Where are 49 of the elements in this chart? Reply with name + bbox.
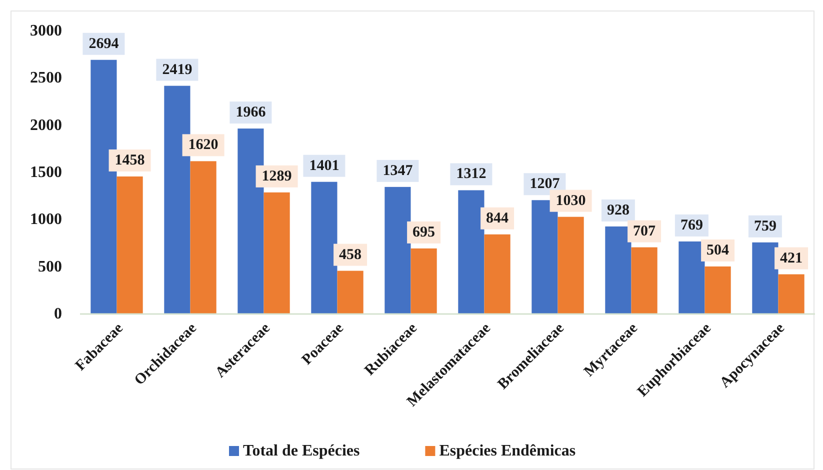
- y-tick-label: 1000: [30, 211, 62, 228]
- bar: [678, 241, 705, 314]
- y-tick-label: 2000: [30, 116, 62, 134]
- data-label: 1620: [188, 137, 218, 154]
- data-label: 2694: [88, 36, 120, 52]
- y-tick-label: 0: [54, 306, 62, 322]
- data-label: 1289: [262, 168, 292, 184]
- data-label: 928: [606, 202, 630, 218]
- data-label: 844: [486, 210, 510, 226]
- data-label: 504: [706, 242, 730, 258]
- bar: [384, 186, 411, 314]
- data-label: 1458: [114, 152, 145, 168]
- bar: [337, 270, 364, 314]
- data-label: 707: [633, 223, 656, 240]
- data-label: 1312: [456, 166, 486, 182]
- y-tick-label: 1500: [30, 164, 62, 181]
- data-label: 759: [754, 218, 776, 234]
- bar: [116, 176, 143, 314]
- data-label: 1347: [382, 162, 414, 179]
- y-tick-label: 500: [38, 258, 62, 276]
- data-label: 1966: [236, 104, 266, 121]
- bar: [558, 216, 584, 314]
- data-label: 421: [780, 250, 803, 266]
- data-label: 1207: [530, 176, 560, 192]
- y-tick-label: 3000: [30, 22, 62, 40]
- bar: [458, 190, 484, 314]
- bar: [484, 234, 510, 314]
- data-label: 458: [339, 246, 362, 263]
- data-label: 1401: [309, 158, 340, 174]
- bar: [532, 200, 558, 314]
- bar: [190, 161, 216, 314]
- data-label: 1030: [556, 192, 586, 209]
- legend-label: Espécies Endêmicas: [439, 442, 576, 460]
- data-label: 695: [412, 224, 436, 240]
- data-label: 769: [680, 217, 703, 234]
- bar: [311, 182, 338, 314]
- bar: [704, 266, 731, 314]
- bar: [752, 242, 778, 314]
- bar: [238, 128, 264, 314]
- bar: [631, 247, 658, 314]
- bar: [778, 274, 804, 314]
- bar: [90, 60, 117, 314]
- y-tick-label: 2500: [30, 70, 62, 87]
- bar: [605, 226, 632, 314]
- bar: [164, 86, 190, 314]
- bar: [410, 248, 437, 314]
- data-label: 2419: [162, 62, 192, 78]
- bar: [264, 192, 290, 314]
- legend-label: Total de Espécies: [243, 442, 360, 460]
